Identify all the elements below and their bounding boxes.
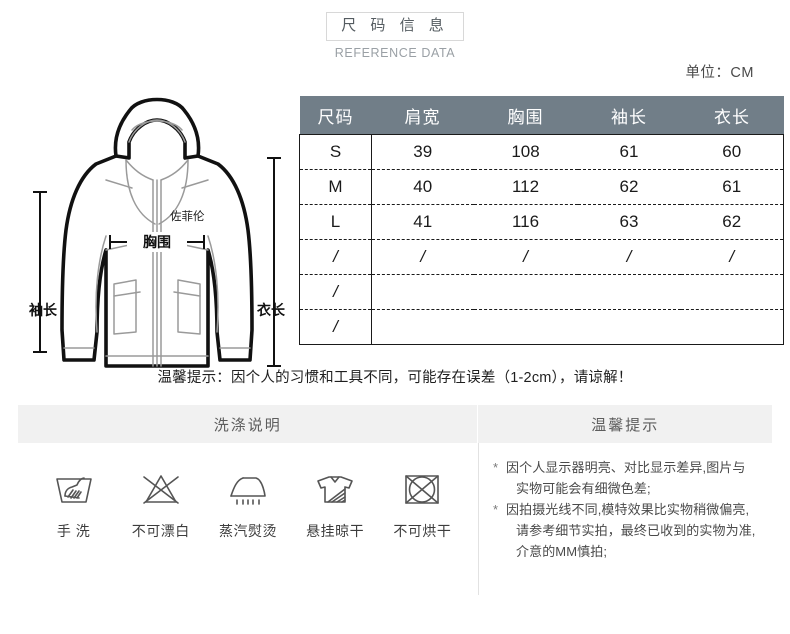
- no-tumble-dry-icon: [379, 465, 465, 513]
- tip-text: 因个人显示器明亮、对比显示差异,图片与 实物可能会有细微色差;: [506, 457, 766, 499]
- cell-shoulder: /: [371, 239, 474, 275]
- tip-text: 因拍摄光线不同,模特效果比实物稍微偏亮, 请参考细节实拍，最终已收到的实物为准,…: [506, 499, 766, 562]
- label-garment-length: 衣长: [257, 302, 285, 318]
- page-title: 尺 码 信 息: [326, 12, 464, 41]
- size-table: 尺码 肩宽 胸围 袖长 衣长 S 39 108 61 60 M 40: [299, 96, 784, 345]
- unit-label: 单位：CM: [685, 65, 754, 81]
- bottom-panel-headers: 洗涤说明 温馨提示: [18, 405, 772, 443]
- care-item-no-tumble-dry: 不可烘干: [379, 465, 465, 541]
- col-header-bust: 胸围: [473, 96, 578, 135]
- cell-shoulder: 39: [371, 134, 474, 170]
- tip-bullet: *: [493, 502, 499, 517]
- tip-item: * 因个人显示器明亮、对比显示差异,图片与 实物可能会有细微色差;: [493, 457, 766, 499]
- cell-sleeve: /: [577, 239, 681, 275]
- cell-size: S: [299, 134, 372, 170]
- cell-size: M: [299, 169, 372, 205]
- cell-bust: [473, 274, 578, 310]
- cell-shoulder: 40: [371, 169, 474, 205]
- steam-iron-icon: [205, 465, 291, 513]
- cell-bust: 112: [473, 169, 578, 205]
- table-row: /: [299, 309, 784, 345]
- wash-instructions-heading: 洗涤说明: [213, 416, 282, 434]
- tip-item: * 因拍摄光线不同,模特效果比实物稍微偏亮, 请参考细节实拍，最终已收到的实物为…: [493, 499, 766, 562]
- care-item-steam-iron: 蒸汽熨烫: [205, 465, 291, 541]
- cell-bust: /: [473, 239, 578, 275]
- cell-length: 62: [680, 204, 784, 240]
- care-label-no-bleach: 不可漂白: [131, 523, 190, 539]
- col-header-sleeve: 袖长: [577, 96, 681, 135]
- length-measure-line: [267, 157, 281, 367]
- size-table-body: S 39 108 61 60 M 40 112 62 61 L 41 116: [299, 134, 784, 345]
- hang-dry-icon: [292, 465, 378, 513]
- cell-sleeve: [577, 274, 681, 310]
- cell-size: /: [299, 239, 372, 275]
- col-header-shoulder: 肩宽: [371, 96, 474, 135]
- wash-instructions-section: 手 洗 不可漂白: [18, 443, 478, 595]
- tip-bullet: *: [493, 460, 499, 475]
- tip-line: 实物可能会有细微色差;: [516, 481, 651, 496]
- size-table-head: 尺码 肩宽 胸围 袖长 衣长: [299, 96, 784, 135]
- cell-sleeve: 61: [577, 134, 681, 170]
- cell-length: 60: [680, 134, 784, 170]
- cell-shoulder: [371, 274, 474, 310]
- bottom-panel: 洗涤说明 温馨提示: [18, 405, 772, 595]
- care-label-steam-iron: 蒸汽熨烫: [218, 523, 277, 539]
- col-header-size: 尺码: [299, 96, 372, 135]
- garment-brand-text: 佐菲伦: [170, 209, 205, 223]
- col-header-length: 衣长: [680, 96, 784, 135]
- hand-wash-icon: [31, 465, 117, 513]
- table-row: L 41 116 63 62: [299, 204, 784, 240]
- care-label-hang-dry: 悬挂晾干: [306, 523, 365, 539]
- cell-shoulder: 41: [371, 204, 474, 240]
- table-row: M 40 112 62 61: [299, 169, 784, 205]
- care-icon-row: 手 洗 不可漂白: [18, 443, 478, 541]
- cell-sleeve: 63: [577, 204, 681, 240]
- label-sleeve-length: 袖长: [29, 302, 57, 318]
- cell-size: L: [299, 204, 372, 240]
- table-row: /: [299, 274, 784, 310]
- cell-length: [680, 274, 784, 310]
- cell-length: [680, 309, 784, 345]
- sleeve-measure-line: [33, 191, 47, 353]
- no-bleach-icon: [118, 465, 204, 513]
- care-label-no-tumble-dry: 不可烘干: [393, 523, 452, 539]
- measurement-tolerance-note: 温馨提示：因个人的习惯和工具不同，可能存在误差（1-2cm），请谅解！: [157, 370, 633, 386]
- table-row: S 39 108 61 60: [299, 134, 784, 170]
- care-item-hand-wash: 手 洗: [31, 465, 117, 541]
- label-bust: 胸围: [127, 232, 187, 252]
- care-item-no-bleach: 不可漂白: [118, 465, 204, 541]
- cell-size: /: [299, 309, 372, 345]
- tips-heading: 温馨提示: [477, 405, 772, 443]
- cell-sleeve: [577, 309, 681, 345]
- tip-line: 因个人显示器明亮、对比显示差异,图片与: [506, 460, 746, 475]
- size-table-container: 尺码 肩宽 胸围 袖长 衣长 S 39 108 61 60 M 40: [299, 96, 784, 345]
- cell-size: /: [299, 274, 372, 310]
- care-item-hang-dry: 悬挂晾干: [292, 465, 378, 541]
- table-row: / / / / /: [299, 239, 784, 275]
- size-table-header-row: 尺码 肩宽 胸围 袖长 衣长: [299, 96, 784, 135]
- cell-bust: 116: [473, 204, 578, 240]
- cell-shoulder: [371, 309, 474, 345]
- cell-bust: [473, 309, 578, 345]
- bottom-panel-body: 手 洗 不可漂白: [18, 443, 772, 595]
- cell-length: 61: [680, 169, 784, 205]
- tip-line: 请参考细节实拍，最终已收到的实物为准,: [516, 523, 756, 538]
- cell-length: /: [680, 239, 784, 275]
- page-header: 尺 码 信 息 REFERENCE DATA: [0, 12, 790, 60]
- tip-line: 因拍摄光线不同,模特效果比实物稍微偏亮,: [506, 502, 750, 517]
- tip-line: 介意的MM慎拍;: [516, 544, 608, 559]
- page-subtitle: REFERENCE DATA: [334, 46, 456, 60]
- cell-bust: 108: [473, 134, 578, 170]
- tips-section: * 因个人显示器明亮、对比显示差异,图片与 实物可能会有细微色差; * 因拍摄光…: [478, 443, 772, 595]
- garment-illustration: 佐菲伦 袖长 衣长 胸围: [22, 84, 292, 374]
- cell-sleeve: 62: [577, 169, 681, 205]
- care-label-hand-wash: 手 洗: [56, 523, 91, 539]
